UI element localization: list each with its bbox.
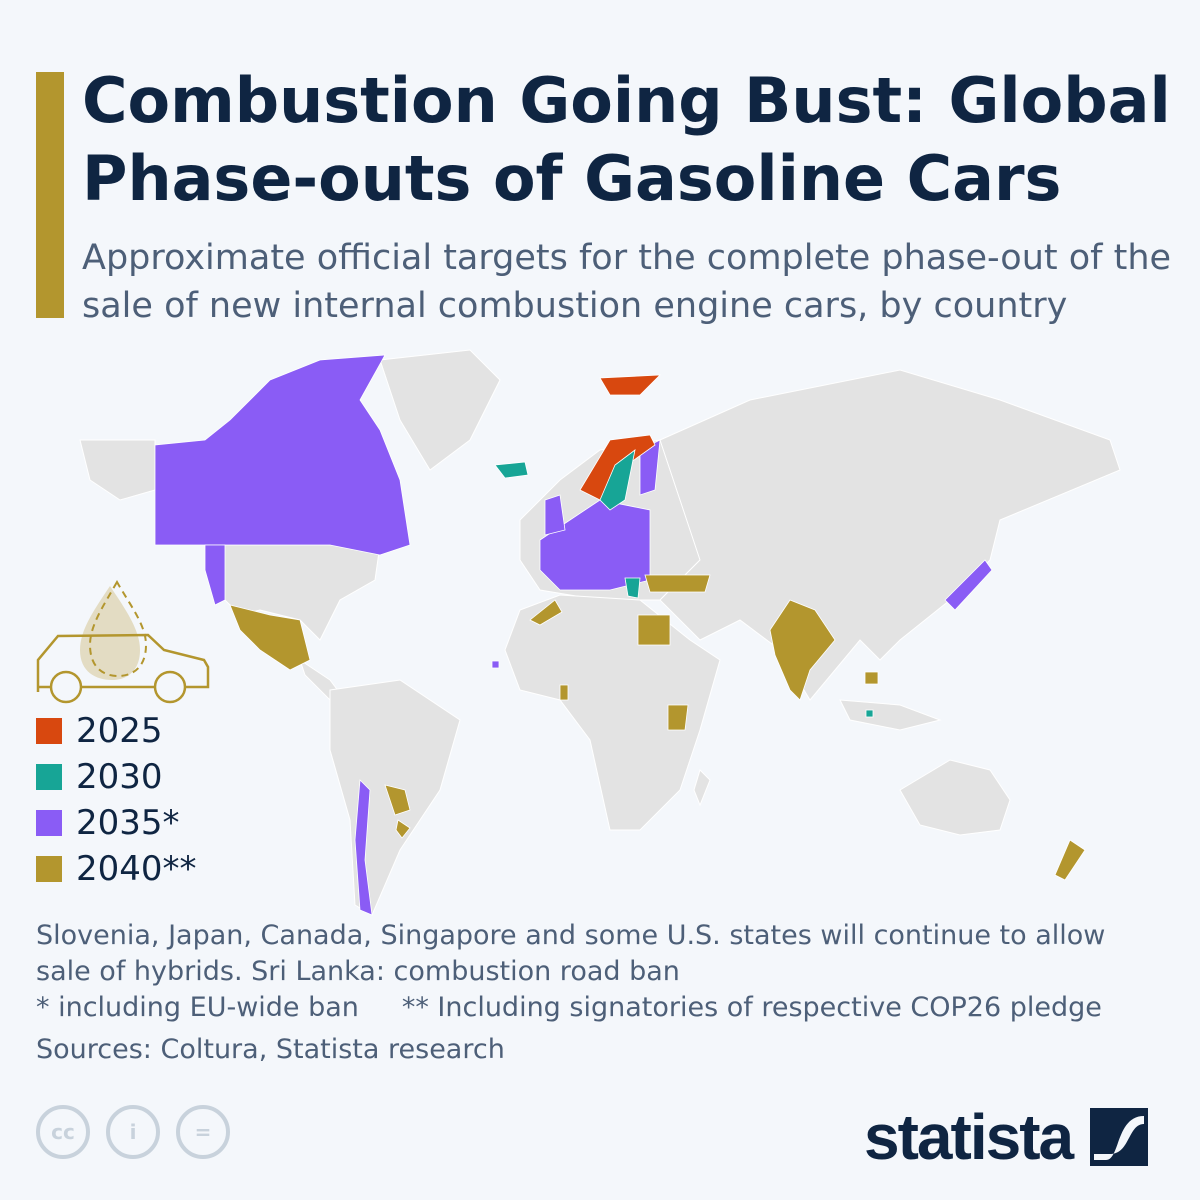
accent-bar <box>36 72 64 318</box>
subtitle: Approximate official targets for the com… <box>82 238 1172 326</box>
brand-name: statista <box>864 1101 1074 1173</box>
license-icons: cc i = <box>36 1105 230 1159</box>
region-greece <box>624 577 641 599</box>
region-morocco <box>529 599 563 626</box>
region-ghana <box>559 684 569 701</box>
legend: 2025 2030 2035* 2040** <box>36 708 197 892</box>
region-japan <box>944 559 993 611</box>
legend-item-2035: 2035* <box>36 800 197 846</box>
land-indonesia <box>839 699 942 731</box>
legend-item-2025: 2025 <box>36 708 197 754</box>
footnotes: Slovenia, Japan, Canada, Singapore and s… <box>36 918 1176 1068</box>
legend-label: 2025 <box>76 711 163 751</box>
region-egypt <box>637 614 671 646</box>
note-line: * including EU-wide ban ** Including sig… <box>36 992 1102 1023</box>
page-title: Combustion Going Bust: Global Phase-outs… <box>82 64 1171 215</box>
note-line: Slovenia, Japan, Canada, Singapore and s… <box>36 920 1106 951</box>
world-map <box>79 349 1121 916</box>
region-singapore <box>865 709 874 718</box>
region-new-zealand <box>1054 839 1086 881</box>
region-california <box>204 544 226 606</box>
land-asia <box>659 369 1121 701</box>
land-greenland <box>379 349 501 471</box>
statista-logo[interactable]: statista <box>864 1100 1149 1174</box>
region-svalbard <box>599 374 662 396</box>
legend-swatch <box>36 810 62 836</box>
legend-label: 2030 <box>76 757 163 797</box>
region-cambodia <box>864 671 879 685</box>
land-alaska <box>79 439 156 501</box>
legend-swatch <box>36 718 62 744</box>
region-iceland <box>494 461 529 479</box>
region-kenya <box>667 704 689 731</box>
region-paraguay <box>384 784 411 816</box>
source-text: Sources: Coltura, Statista research <box>36 1034 505 1065</box>
legend-label: 2040** <box>76 849 197 889</box>
legend-swatch <box>36 856 62 882</box>
region-uk <box>544 494 566 536</box>
land-madagascar <box>693 769 711 807</box>
region-canada <box>154 354 411 556</box>
region-chile <box>354 779 373 916</box>
region-uruguay <box>395 819 411 839</box>
region-cape-verde <box>491 660 500 669</box>
region-sweden <box>599 449 636 511</box>
legend-item-2030: 2030 <box>36 754 197 800</box>
region-india <box>769 599 836 701</box>
region-mexico <box>229 604 311 671</box>
cc-icon[interactable]: cc <box>36 1105 90 1159</box>
car-fuel-drop-icon <box>36 580 210 704</box>
note-line: sale of hybrids. Sri Lanka: combustion r… <box>36 956 680 987</box>
region-turkey <box>644 574 711 593</box>
no-derivatives-icon[interactable]: = <box>176 1105 230 1159</box>
legend-label: 2035* <box>76 803 180 843</box>
land-usa <box>204 544 381 641</box>
legend-item-2040: 2040** <box>36 846 197 892</box>
attribution-icon[interactable]: i <box>106 1105 160 1159</box>
legend-swatch <box>36 764 62 790</box>
land-australia <box>899 759 1011 836</box>
statista-mark-icon <box>1090 1108 1149 1166</box>
land-africa <box>504 594 721 831</box>
